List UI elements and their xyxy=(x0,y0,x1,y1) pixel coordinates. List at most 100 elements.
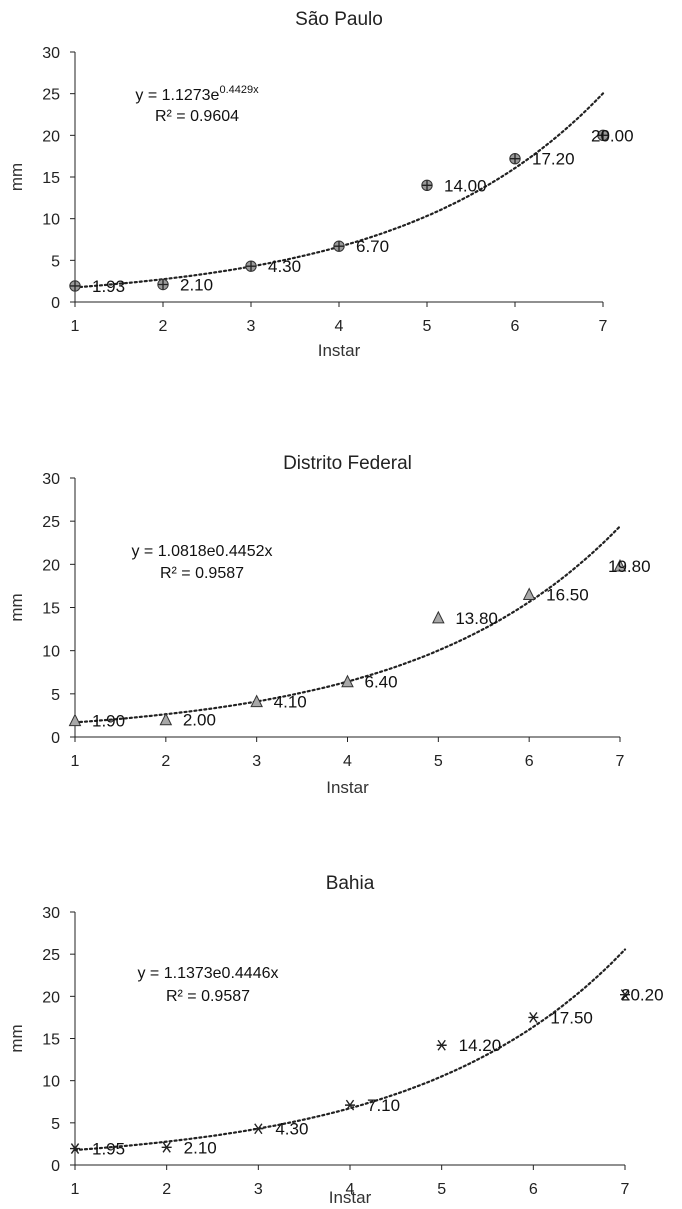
trendline-equation: y = 1.1373e0.4446x xyxy=(137,965,278,982)
data-label-4: 6.40 xyxy=(365,673,398,692)
data-label-2: 2.10 xyxy=(180,276,213,295)
data-point-cross-6 xyxy=(510,153,520,164)
x-tick-label-3: 3 xyxy=(252,753,261,770)
chart-3: Bahia 0 5 10 15 20 25 30 1 2 3 4 5 6 7 Instar mm y = 1.13… xyxy=(7,873,664,1207)
chart-title: Bahia xyxy=(326,873,375,894)
x-tick-label-7: 7 xyxy=(621,1181,630,1198)
data-point-cross-1 xyxy=(70,280,80,291)
x-tick-label-6: 6 xyxy=(529,1181,538,1198)
chart-title: Distrito Federal xyxy=(283,453,412,474)
chart-2: Distrito Federal 0 5 10 15 20 25 30 1 2 3 4 5 6 7 Insta… xyxy=(7,453,651,797)
y-tick-label-15: 15 xyxy=(42,1032,60,1049)
data-label-5: 14.00 xyxy=(444,176,487,195)
data-label-2: 2.00 xyxy=(183,711,216,730)
y-tick-label-30: 30 xyxy=(42,471,60,488)
y-axis-label: mm xyxy=(7,1024,26,1052)
data-point-7 xyxy=(620,989,630,1001)
data-label-7: 20.00 xyxy=(591,126,634,145)
trendline-r-squared: R² = 0.9604 xyxy=(155,108,239,125)
data-point-5 xyxy=(436,1039,447,1051)
trendline-equation: y = 1.0818e0.4452x xyxy=(131,543,272,560)
data-point-1 xyxy=(68,713,82,727)
data-point-6 xyxy=(522,587,536,601)
trendline xyxy=(73,948,627,1152)
x-tick-label-1: 1 xyxy=(71,1181,80,1198)
y-tick-label-25: 25 xyxy=(42,87,60,104)
data-label-1: 1.95 xyxy=(92,1140,125,1159)
data-point-cross-3 xyxy=(246,261,256,272)
x-tick-label-3: 3 xyxy=(247,318,256,335)
data-point-cross-4 xyxy=(334,241,344,252)
data-label-5: 14.20 xyxy=(459,1036,502,1055)
data-label-1: 1.93 xyxy=(92,277,125,296)
data-point-cross-5 xyxy=(422,180,432,191)
x-tick-label-1: 1 xyxy=(71,318,80,335)
x-tick-label-2: 2 xyxy=(162,1181,171,1198)
y-axis-label: mm xyxy=(7,163,26,191)
y-tick-label-25: 25 xyxy=(42,514,60,531)
y-tick-label-0: 0 xyxy=(51,730,60,747)
data-label-4: 7.10 xyxy=(367,1096,400,1115)
x-axis-label: Instar xyxy=(329,1188,372,1207)
data-point-3 xyxy=(253,1123,264,1135)
trendline-r-squared: R² = 0.9587 xyxy=(166,988,250,1005)
trendline-equation: y = 1.1273e0.4429x xyxy=(135,84,259,104)
y-tick-label-30: 30 xyxy=(42,45,60,62)
data-point-5 xyxy=(432,610,445,624)
data-label-7: 20.20 xyxy=(621,986,664,1005)
x-tick-label-6: 6 xyxy=(525,753,534,770)
y-tick-label-5: 5 xyxy=(51,253,60,270)
x-tick-label-5: 5 xyxy=(423,318,432,335)
x-tick-label-1: 1 xyxy=(71,753,80,770)
data-label-6: 17.20 xyxy=(532,150,575,169)
data-label-4: 6.70 xyxy=(356,237,389,256)
y-tick-label-0: 0 xyxy=(51,295,60,312)
data-label-6: 16.50 xyxy=(546,586,589,605)
x-tick-label-4: 4 xyxy=(335,318,344,335)
data-label-7: 19.80 xyxy=(608,557,651,576)
data-label-2: 2.10 xyxy=(184,1138,217,1157)
y-tick-label-5: 5 xyxy=(51,687,60,704)
trendline-r-squared: R² = 0.9587 xyxy=(160,565,244,582)
data-point-4 xyxy=(341,674,354,688)
y-tick-label-25: 25 xyxy=(42,947,60,964)
y-tick-label-10: 10 xyxy=(42,644,60,661)
y-axis-label: mm xyxy=(7,593,26,621)
data-point-1 xyxy=(70,1143,80,1154)
x-tick-label-4: 4 xyxy=(346,1181,355,1198)
y-tick-label-10: 10 xyxy=(42,1074,60,1091)
x-tick-label-6: 6 xyxy=(511,318,520,335)
y-tick-label-30: 30 xyxy=(42,905,60,922)
data-label-3: 4.10 xyxy=(274,693,307,712)
data-point-2 xyxy=(161,1141,172,1153)
data-label-5: 13.80 xyxy=(455,609,498,628)
x-tick-label-2: 2 xyxy=(159,318,168,335)
data-point-3 xyxy=(250,694,263,708)
y-tick-label-10: 10 xyxy=(42,212,60,229)
x-axis-label: Instar xyxy=(318,341,361,360)
data-label-3: 4.30 xyxy=(275,1120,308,1139)
y-tick-label-5: 5 xyxy=(51,1116,60,1133)
chart-title: São Paulo xyxy=(295,9,383,30)
data-point-4 xyxy=(345,1099,355,1111)
y-tick-label-20: 20 xyxy=(42,989,60,1006)
data-point-6 xyxy=(528,1012,539,1023)
x-tick-label-4: 4 xyxy=(343,753,352,770)
x-tick-label-7: 7 xyxy=(616,753,625,770)
x-tick-label-5: 5 xyxy=(437,1181,446,1198)
x-tick-label-5: 5 xyxy=(434,753,443,770)
y-tick-label-0: 0 xyxy=(51,1158,60,1175)
x-tick-label-2: 2 xyxy=(161,753,170,770)
data-point-7 xyxy=(613,558,627,572)
y-tick-label-20: 20 xyxy=(42,557,60,574)
data-point-cross-7 xyxy=(598,130,608,141)
data-label-6: 17.50 xyxy=(550,1008,593,1027)
data-point-2 xyxy=(159,712,173,726)
y-tick-label-15: 15 xyxy=(42,601,60,618)
y-tick-label-20: 20 xyxy=(42,128,60,145)
trendline-equation-base: y = 1.1273e xyxy=(135,87,219,104)
data-point-cross-2 xyxy=(158,279,168,290)
chart-1: São Paulo 0 5 10 15 20 25 30 1 2 3 4 5 6 7 Instar mm y = … xyxy=(7,9,634,360)
